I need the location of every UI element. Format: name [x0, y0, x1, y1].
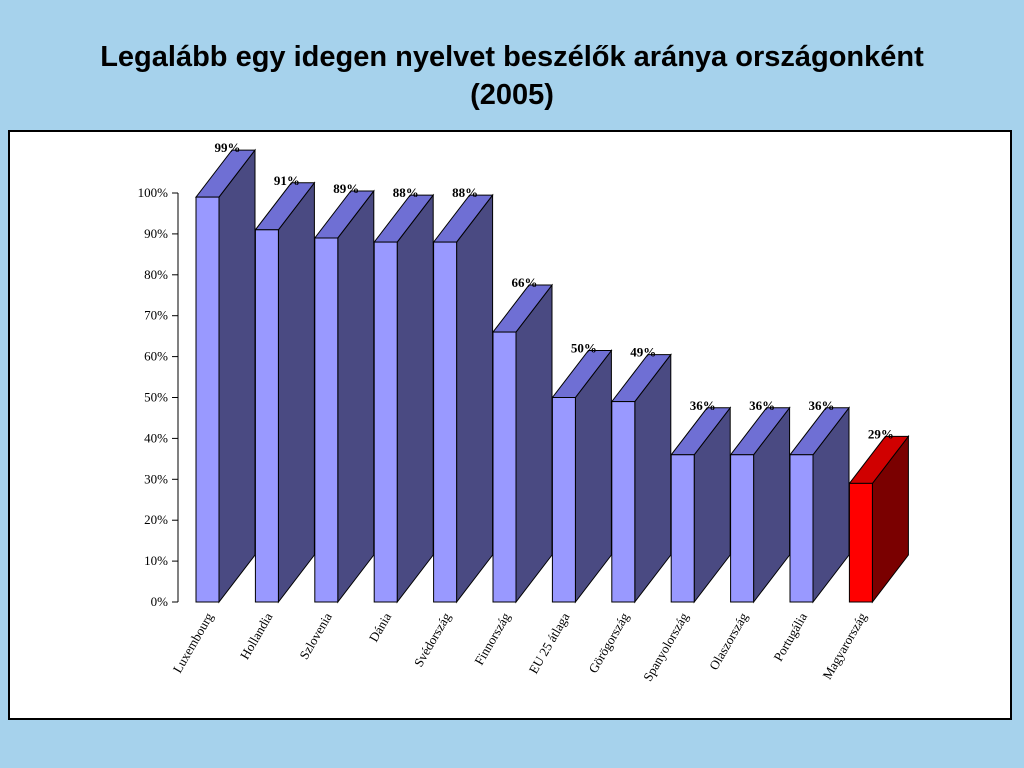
- value-label: 99%: [215, 140, 241, 155]
- category-label: Spanyolország: [640, 610, 692, 684]
- bars: [194, 148, 910, 604]
- category-label: Magyarország: [819, 610, 869, 682]
- category-label: Luxembourg: [170, 610, 217, 676]
- value-label: 50%: [571, 341, 597, 356]
- bar-front-face: [611, 401, 636, 603]
- y-tick-label: 80%: [144, 267, 168, 282]
- y-tick-label: 90%: [144, 226, 168, 241]
- bar-front-face: [373, 241, 398, 603]
- bar-front-face: [848, 482, 873, 603]
- value-label: 88%: [452, 185, 478, 200]
- bar: [729, 406, 791, 604]
- y-tick-label: 50%: [144, 390, 168, 405]
- bar: [491, 283, 554, 604]
- category-label: Olaszország: [706, 610, 751, 673]
- value-label: 36%: [749, 398, 775, 413]
- bar: [551, 349, 613, 604]
- bar-front-face: [314, 237, 339, 603]
- bar-side-face: [396, 193, 434, 604]
- bar-front-face: [670, 454, 695, 603]
- bar-side-face: [456, 193, 494, 604]
- bar: [194, 148, 257, 604]
- category-label: Görögország: [585, 610, 632, 676]
- bar: [610, 353, 672, 604]
- bar-front-face: [254, 229, 279, 603]
- chart-title-line1: Legalább egy idegen nyelvet beszélők ará…: [100, 41, 924, 73]
- category-label: Finnország: [471, 610, 513, 668]
- bar-front-face: [433, 241, 458, 603]
- value-label: 91%: [274, 173, 300, 188]
- bar-side-face: [515, 283, 553, 604]
- y-tick-label: 20%: [144, 512, 168, 527]
- value-label: 49%: [630, 345, 656, 360]
- category-label: Portugália: [770, 610, 810, 664]
- bar-side-face: [277, 181, 315, 604]
- chart-title-line2: (2005): [470, 79, 554, 111]
- category-label: EU 25 átlaga: [526, 610, 573, 676]
- value-label: 66%: [512, 275, 538, 290]
- bar: [848, 434, 910, 604]
- category-label: Hollandia: [237, 610, 276, 662]
- bar: [373, 193, 435, 604]
- value-label: 89%: [333, 181, 359, 196]
- y-axis: 0% 10% 20% 30% 40% 50% 60% 70% 80% 90% 100%: [138, 185, 179, 609]
- bar-front-face: [492, 331, 517, 603]
- value-label: 36%: [809, 398, 835, 413]
- bar-front-face: [551, 397, 576, 603]
- bar-side-face: [218, 148, 256, 604]
- y-tick-label: 60%: [144, 349, 168, 364]
- category-label: Svédország: [411, 610, 454, 670]
- y-tick-label: 40%: [144, 430, 168, 445]
- bar-front-face: [195, 196, 220, 603]
- bar: [313, 189, 375, 604]
- value-labels: 99% 91% 89% 88% 88% 66% 50% 49% 36% 36% 36% 29%: [215, 140, 894, 441]
- value-label: 29%: [868, 426, 894, 441]
- y-tick-label: 100%: [138, 185, 169, 200]
- category-label: Szlovenia: [296, 610, 335, 662]
- y-tick-label: 10%: [144, 553, 168, 568]
- chart-title: Legalább egy idegen nyelvet beszélők ará…: [0, 38, 1024, 114]
- value-label: 36%: [690, 398, 716, 413]
- value-label: 88%: [393, 185, 419, 200]
- bar-side-face: [337, 189, 375, 604]
- y-tick-label: 30%: [144, 471, 168, 486]
- bar-chart: 0% 10% 20% 30% 40% 50% 60% 70% 80% 90% 100% 99% 91%…: [138, 140, 910, 684]
- category-labels: Luxembourg Hollandia Szlovenia Dánia Svédors…: [170, 610, 870, 684]
- bar: [432, 193, 494, 604]
- bar-front-face: [730, 454, 755, 603]
- y-tick-label: 0%: [151, 594, 169, 609]
- bar: [670, 406, 732, 604]
- y-tick-label: 70%: [144, 308, 168, 323]
- bar: [788, 406, 851, 604]
- bar-front-face: [789, 454, 814, 603]
- category-label: Dánia: [366, 610, 395, 645]
- bar: [254, 181, 316, 604]
